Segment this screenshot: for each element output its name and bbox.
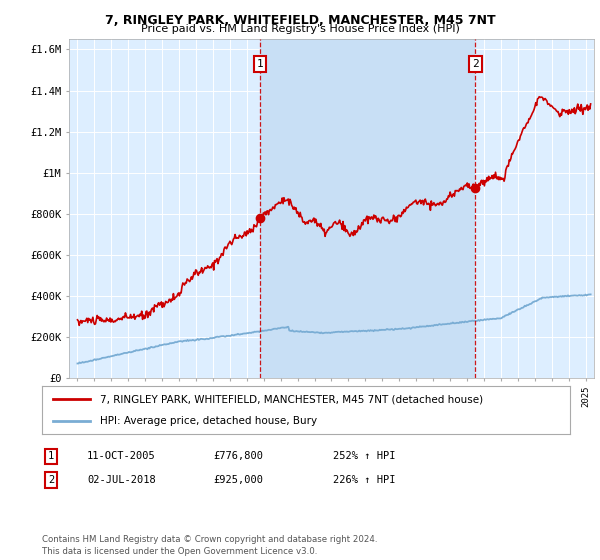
Text: Contains HM Land Registry data © Crown copyright and database right 2024.
This d: Contains HM Land Registry data © Crown c… bbox=[42, 535, 377, 556]
Text: 7, RINGLEY PARK, WHITEFIELD, MANCHESTER, M45 7NT: 7, RINGLEY PARK, WHITEFIELD, MANCHESTER,… bbox=[104, 14, 496, 27]
Text: 1: 1 bbox=[48, 451, 54, 461]
Text: 02-JUL-2018: 02-JUL-2018 bbox=[87, 475, 156, 485]
Text: 2: 2 bbox=[472, 59, 479, 69]
Bar bbox=[260, 39, 475, 378]
Text: 7, RINGLEY PARK, WHITEFIELD, MANCHESTER, M45 7NT (detached house): 7, RINGLEY PARK, WHITEFIELD, MANCHESTER,… bbox=[100, 394, 483, 404]
Text: £776,800: £776,800 bbox=[213, 451, 263, 461]
Text: Price paid vs. HM Land Registry's House Price Index (HPI): Price paid vs. HM Land Registry's House … bbox=[140, 24, 460, 34]
Text: HPI: Average price, detached house, Bury: HPI: Average price, detached house, Bury bbox=[100, 416, 317, 426]
Text: 2: 2 bbox=[48, 475, 54, 485]
Text: £925,000: £925,000 bbox=[213, 475, 263, 485]
Text: 11-OCT-2005: 11-OCT-2005 bbox=[87, 451, 156, 461]
Text: 252% ↑ HPI: 252% ↑ HPI bbox=[333, 451, 395, 461]
Text: 226% ↑ HPI: 226% ↑ HPI bbox=[333, 475, 395, 485]
Text: 1: 1 bbox=[257, 59, 263, 69]
